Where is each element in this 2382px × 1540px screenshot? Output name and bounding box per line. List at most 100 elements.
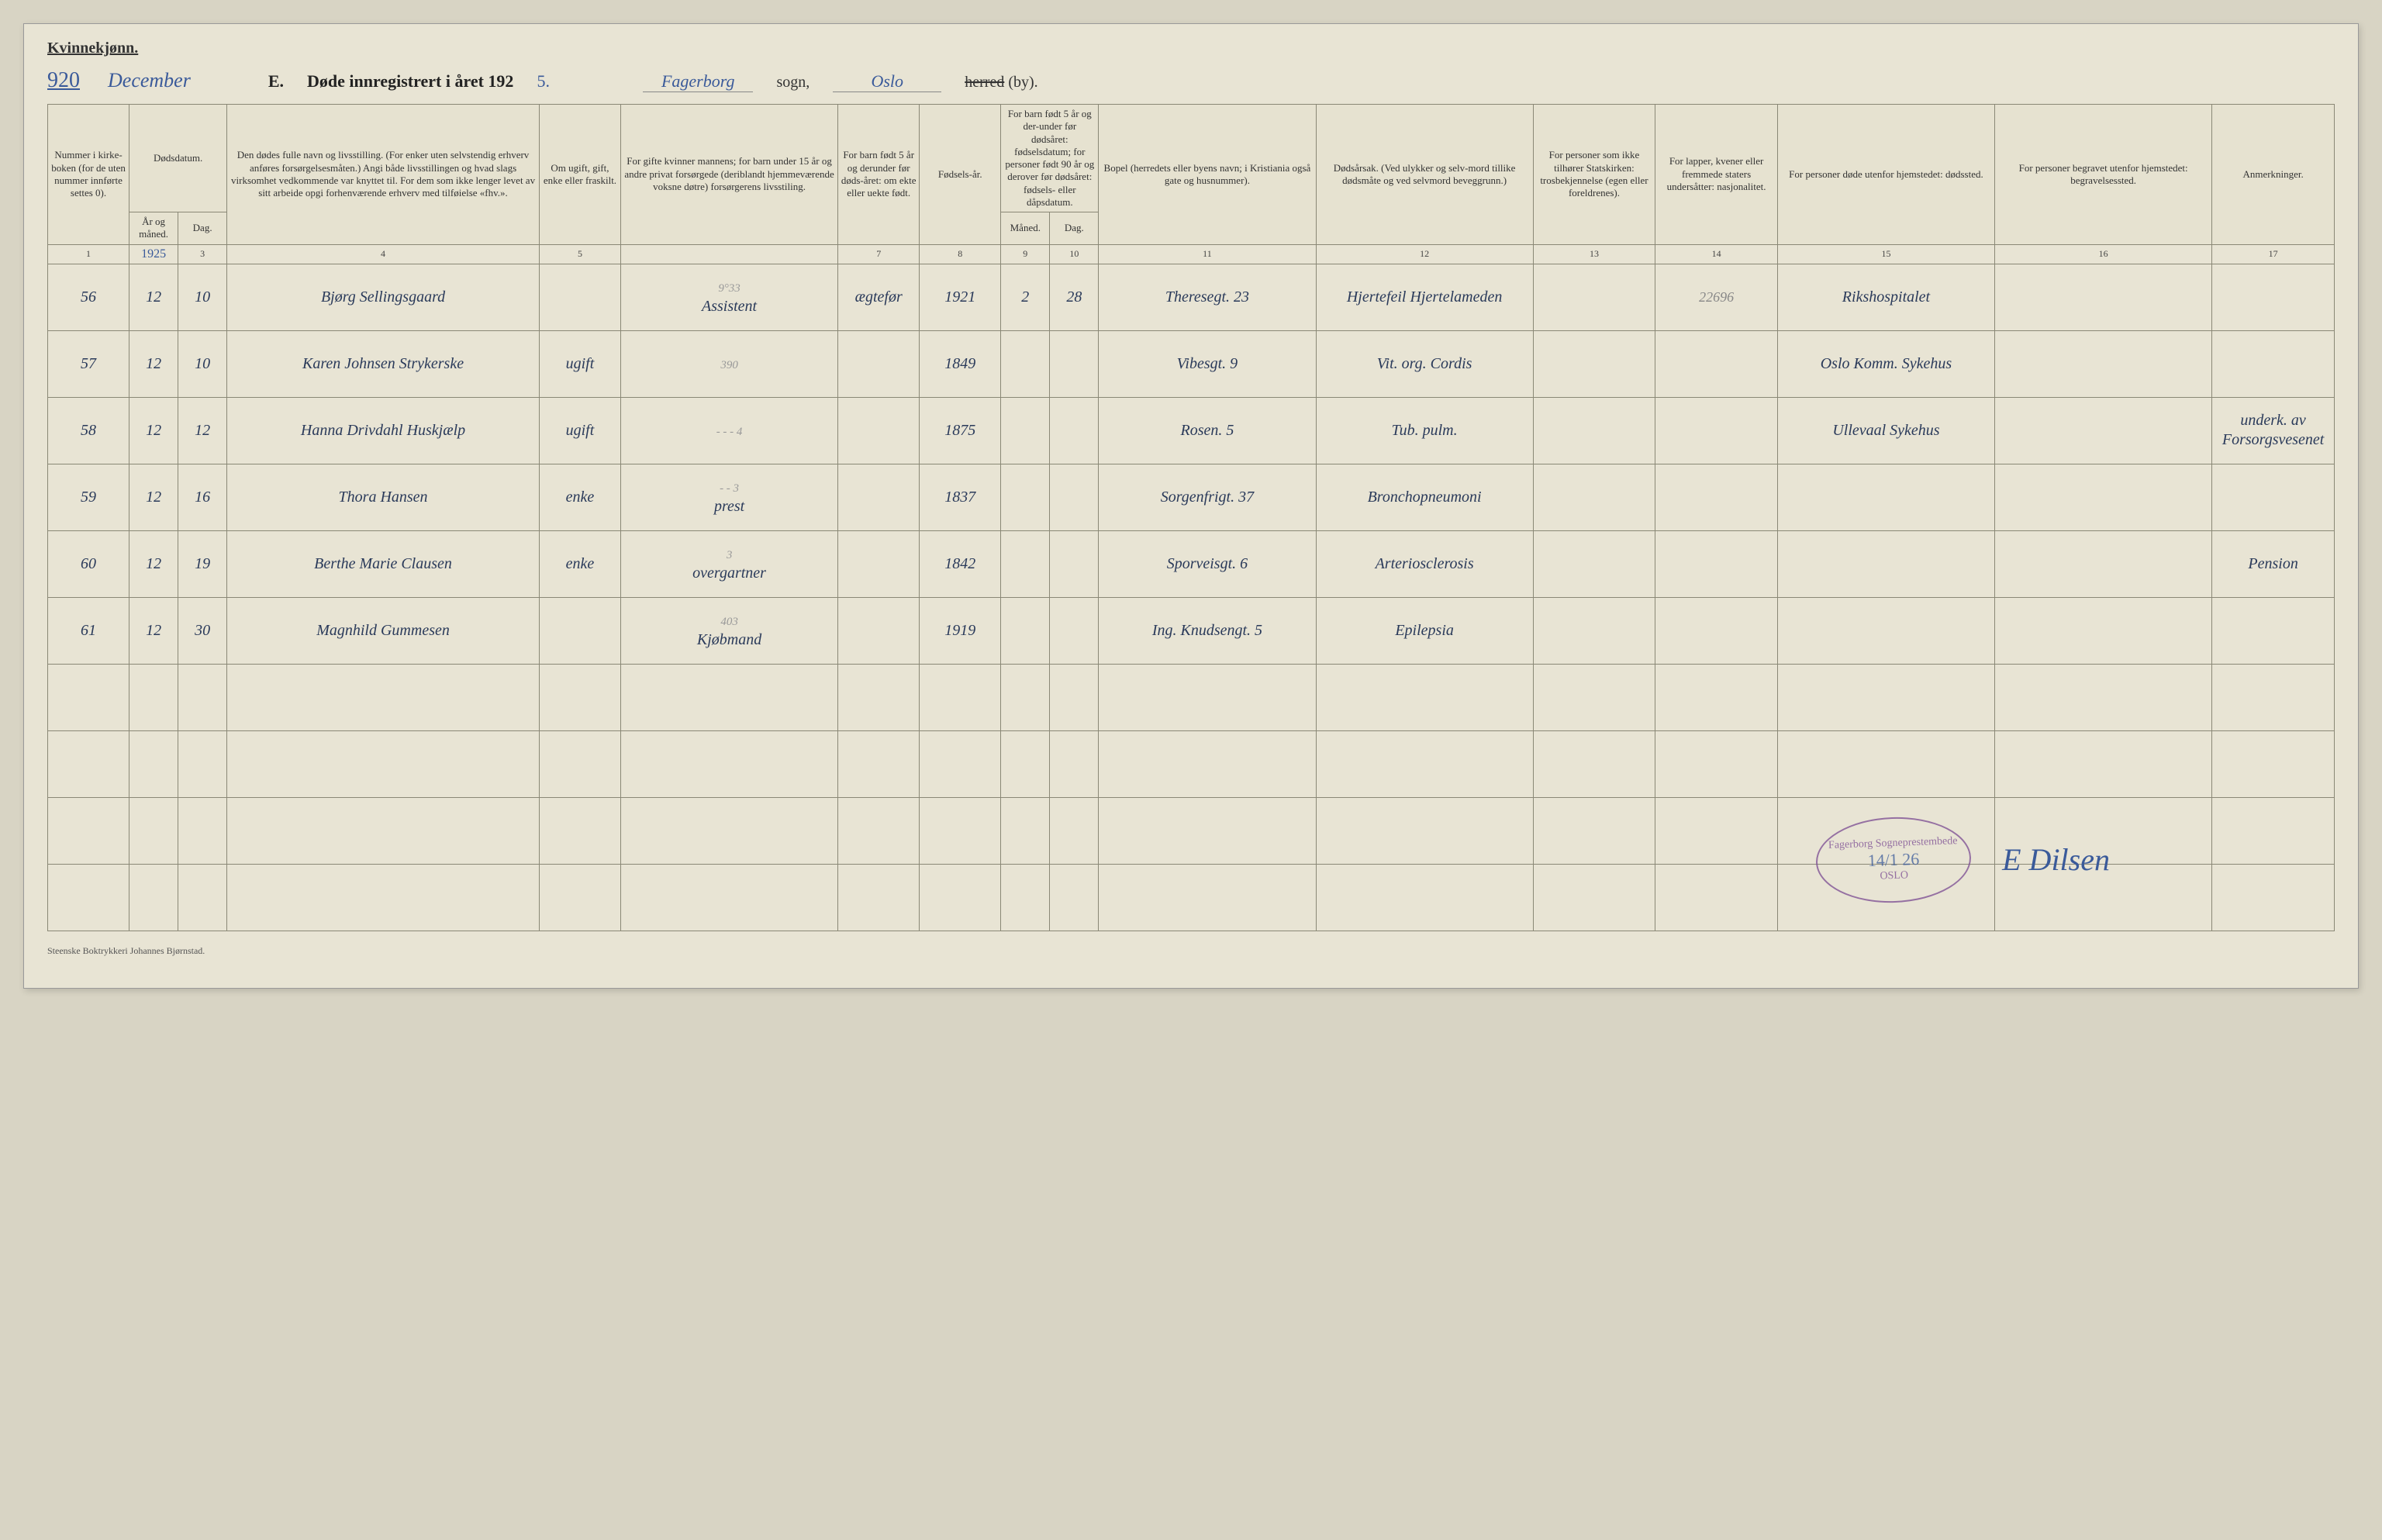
cell-empty: [129, 797, 178, 864]
col-num: 8: [920, 244, 1001, 264]
cell: 390: [620, 330, 837, 397]
label-sogn: sogn,: [776, 74, 810, 92]
table-row: 561210Bjørg Sellingsgaard9°33Assistentæg…: [48, 264, 2335, 330]
cell-empty: [227, 864, 540, 931]
parish: Fagerborg: [643, 71, 754, 92]
cell-empty: [1099, 664, 1316, 730]
cell-empty: [178, 797, 227, 864]
cell-empty: [227, 797, 540, 864]
col-num: 15: [1777, 244, 1994, 264]
col-num: 13: [1533, 244, 1655, 264]
col-header: For barn født 5 år og derunder før døds-…: [838, 105, 920, 245]
cell: [1050, 397, 1099, 464]
cell: Ullevaal Sykehus: [1777, 397, 1994, 464]
cell: Berthe Marie Clausen: [227, 530, 540, 597]
cell: [1995, 397, 2212, 464]
col-subheader: Måned.: [1001, 212, 1050, 245]
title-text: Døde innregistrert i året 192: [307, 71, 513, 92]
cell: 1837: [920, 464, 1001, 530]
oval-stamp: Fagerborg Sogneprestembede 14/1 26 OSLO: [1814, 814, 1973, 905]
cell: [1995, 530, 2212, 597]
cell: Sorgenfrigt. 37: [1099, 464, 1316, 530]
cell-empty: [1533, 664, 1655, 730]
col-num: 17: [2212, 244, 2335, 264]
cell: 1919: [920, 597, 1001, 664]
col-num: 10: [1050, 244, 1099, 264]
table-row: 571210Karen Johnsen Strykerskeugift39018…: [48, 330, 2335, 397]
col-header: For personer døde utenfor hjemstedet: dø…: [1777, 105, 1994, 245]
cell: [1995, 597, 2212, 664]
cell-empty: [1001, 664, 1050, 730]
cell: [1655, 397, 1778, 464]
cell-empty: [129, 664, 178, 730]
cell: 10: [178, 330, 227, 397]
register-table: Nummer i kirke-boken (for de uten nummer…: [47, 104, 2335, 931]
cell: 3overgartner: [620, 530, 837, 597]
cell: ugift: [539, 330, 620, 397]
cell-empty: [539, 864, 620, 931]
cell-empty: [1316, 864, 1533, 931]
cell-empty: [1099, 864, 1316, 931]
printer-footer: Steenske Boktrykkeri Johannes Bjørnstad.: [47, 945, 2335, 957]
cell: Arteriosclerosis: [1316, 530, 1533, 597]
cell: Magnhild Gummesen: [227, 597, 540, 664]
cell-empty: [838, 664, 920, 730]
cell: 12: [129, 397, 178, 464]
cell-empty: [1050, 730, 1099, 797]
cell: [838, 597, 920, 664]
cell: - - 3prest: [620, 464, 837, 530]
cell: [1050, 330, 1099, 397]
cell-empty: [1655, 864, 1778, 931]
cell: [1533, 397, 1655, 464]
cell: [1001, 464, 1050, 530]
cell: [1533, 597, 1655, 664]
cell: [838, 530, 920, 597]
cell: 12: [129, 530, 178, 597]
cell-empty: [1316, 664, 1533, 730]
cell-empty: [227, 730, 540, 797]
cell-empty: [178, 864, 227, 931]
cell: Rikshospitalet: [1777, 264, 1994, 330]
table-row: 591216Thora Hansenenke- - 3prest1837Sorg…: [48, 464, 2335, 530]
cell-empty: [838, 797, 920, 864]
cell: Tub. pulm.: [1316, 397, 1533, 464]
col-header: Dødsdatum.: [129, 105, 227, 212]
col-header: Fødsels-år.: [920, 105, 1001, 245]
cell-empty: [1533, 730, 1655, 797]
table-row: 581212Hanna Drivdahl Huskjælpugift- - - …: [48, 397, 2335, 464]
cell: 9°33Assistent: [620, 264, 837, 330]
cell: ægtefør: [838, 264, 920, 330]
col-num: 1: [48, 244, 129, 264]
cell-empty: [1533, 797, 1655, 864]
cell: 1921: [920, 264, 1001, 330]
cell: 28: [1050, 264, 1099, 330]
gender-label: Kvinnekjønn.: [47, 40, 138, 57]
stamp-date: 14/1 26: [1867, 848, 1919, 870]
register-sheet: Kvinnekjønn. 920 December E. Døde innreg…: [23, 23, 2359, 989]
table-head: Nummer i kirke-boken (for de uten nummer…: [48, 105, 2335, 264]
cell-empty: [1655, 730, 1778, 797]
cell-empty: [1099, 730, 1316, 797]
cell: [1001, 597, 1050, 664]
title-row: 920 December E. Døde innregistrert i åre…: [47, 68, 2335, 93]
cell-empty: [620, 730, 837, 797]
cell: 59: [48, 464, 129, 530]
cell: Theresegt. 23: [1099, 264, 1316, 330]
cell: 2: [1001, 264, 1050, 330]
cell: Oslo Komm. Sykehus: [1777, 330, 1994, 397]
col-header: Anmerkninger.: [2212, 105, 2335, 245]
cell: 12: [129, 597, 178, 664]
cell: ugift: [539, 397, 620, 464]
cell-empty: [1777, 664, 1994, 730]
col-header: For gifte kvinner mannens; for barn unde…: [620, 105, 837, 245]
cell: Ing. Knudsengt. 5: [1099, 597, 1316, 664]
cell: [2212, 597, 2335, 664]
cell-empty: [920, 797, 1001, 864]
cell: [1001, 397, 1050, 464]
cell-empty: [1001, 864, 1050, 931]
cell: [1777, 464, 1994, 530]
page-number: 920: [47, 68, 80, 93]
cell: Hanna Drivdahl Huskjælp: [227, 397, 540, 464]
cell: 12: [129, 264, 178, 330]
cell: Pension: [2212, 530, 2335, 597]
